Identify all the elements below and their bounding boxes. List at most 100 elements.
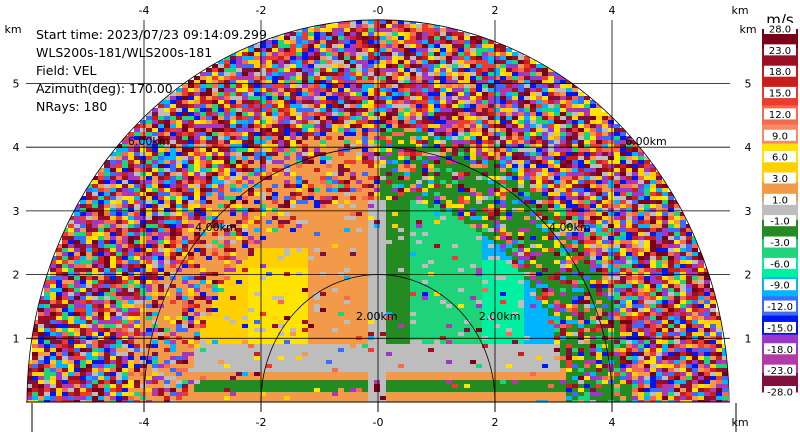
velocity-cell xyxy=(506,68,512,72)
velocity-cell xyxy=(380,100,386,104)
velocity-cell xyxy=(308,148,314,152)
velocity-cell xyxy=(242,216,248,220)
velocity-cell xyxy=(362,208,368,212)
velocity-cell xyxy=(206,184,212,188)
velocity-cell xyxy=(452,36,458,40)
velocity-cell xyxy=(356,268,362,272)
velocity-cell xyxy=(488,236,494,240)
velocity-cell xyxy=(248,148,254,152)
velocity-cell xyxy=(146,252,152,256)
velocity-cell xyxy=(356,216,362,220)
velocity-cell xyxy=(506,152,512,156)
velocity-cell xyxy=(128,164,134,168)
velocity-cell xyxy=(578,208,584,212)
velocity-cell xyxy=(674,228,680,232)
velocity-cell xyxy=(182,264,188,268)
velocity-cell xyxy=(614,196,620,200)
velocity-cell xyxy=(476,240,482,244)
velocity-cell xyxy=(116,144,122,148)
velocity-cell xyxy=(494,212,500,216)
velocity-cell xyxy=(206,264,212,268)
velocity-cell xyxy=(194,96,200,100)
velocity-cell xyxy=(614,144,620,148)
velocity-cell xyxy=(242,108,248,112)
velocity-cell xyxy=(596,184,602,188)
velocity-cell xyxy=(140,180,146,184)
velocity-cell xyxy=(164,268,170,272)
velocity-cell xyxy=(206,80,212,84)
velocity-cell xyxy=(512,88,518,92)
velocity-cell xyxy=(284,56,290,60)
velocity-cell xyxy=(410,248,416,252)
velocity-cell xyxy=(500,256,506,260)
velocity-cell xyxy=(494,196,500,200)
velocity-cell xyxy=(170,216,176,220)
velocity-cell xyxy=(374,264,380,268)
velocity-cell xyxy=(92,228,98,232)
velocity-cell xyxy=(476,104,482,108)
velocity-cell xyxy=(152,132,158,136)
velocity-cell xyxy=(224,216,230,220)
velocity-cell xyxy=(224,232,230,236)
velocity-cell xyxy=(134,232,140,236)
velocity-cell xyxy=(458,100,464,104)
velocity-cell xyxy=(290,260,296,264)
velocity-cell xyxy=(350,84,356,88)
velocity-cell xyxy=(404,252,410,256)
velocity-cell xyxy=(422,256,428,260)
velocity-cell xyxy=(602,124,608,128)
velocity-cell xyxy=(290,72,296,76)
velocity-cell xyxy=(548,144,554,148)
velocity-cell xyxy=(536,160,542,164)
velocity-cell xyxy=(356,196,362,200)
velocity-cell xyxy=(554,212,560,216)
velocity-cell xyxy=(308,224,314,228)
velocity-cell xyxy=(572,196,578,200)
velocity-cell xyxy=(512,76,518,80)
velocity-cell xyxy=(350,116,356,120)
velocity-cell xyxy=(446,236,452,240)
velocity-cell xyxy=(176,104,182,108)
velocity-cell xyxy=(176,148,182,152)
velocity-cell xyxy=(638,228,644,232)
velocity-cell xyxy=(392,56,398,60)
velocity-cell xyxy=(416,212,422,216)
velocity-cell xyxy=(518,200,524,204)
velocity-cell xyxy=(620,132,626,136)
velocity-cell xyxy=(536,256,542,260)
velocity-cell xyxy=(368,104,374,108)
velocity-cell xyxy=(668,236,674,240)
velocity-cell xyxy=(674,232,680,236)
velocity-cell xyxy=(338,44,344,48)
velocity-cell xyxy=(416,188,422,192)
velocity-cell xyxy=(68,248,74,252)
velocity-cell xyxy=(236,212,242,216)
velocity-cell xyxy=(536,220,542,224)
velocity-cell xyxy=(248,52,254,56)
velocity-cell xyxy=(206,244,212,248)
velocity-cell xyxy=(302,72,308,76)
velocity-cell xyxy=(590,224,596,228)
velocity-cell xyxy=(428,84,434,88)
velocity-cell xyxy=(434,96,440,100)
velocity-cell xyxy=(296,256,302,260)
velocity-cell xyxy=(464,156,470,160)
velocity-cell xyxy=(392,236,398,240)
velocity-cell xyxy=(296,208,302,212)
velocity-cell xyxy=(626,208,632,212)
velocity-cell xyxy=(518,156,524,160)
velocity-cell xyxy=(296,200,302,204)
velocity-cell xyxy=(80,264,86,268)
velocity-cell xyxy=(176,212,182,216)
velocity-cell xyxy=(374,124,380,128)
velocity-cell xyxy=(518,248,524,252)
velocity-cell xyxy=(260,48,266,52)
velocity-cell xyxy=(248,180,254,184)
velocity-cell xyxy=(230,76,236,80)
velocity-cell xyxy=(542,76,548,80)
velocity-cell xyxy=(500,80,506,84)
velocity-cell xyxy=(410,224,416,228)
velocity-cell xyxy=(482,128,488,132)
velocity-cell xyxy=(476,204,482,208)
velocity-cell xyxy=(332,248,338,252)
